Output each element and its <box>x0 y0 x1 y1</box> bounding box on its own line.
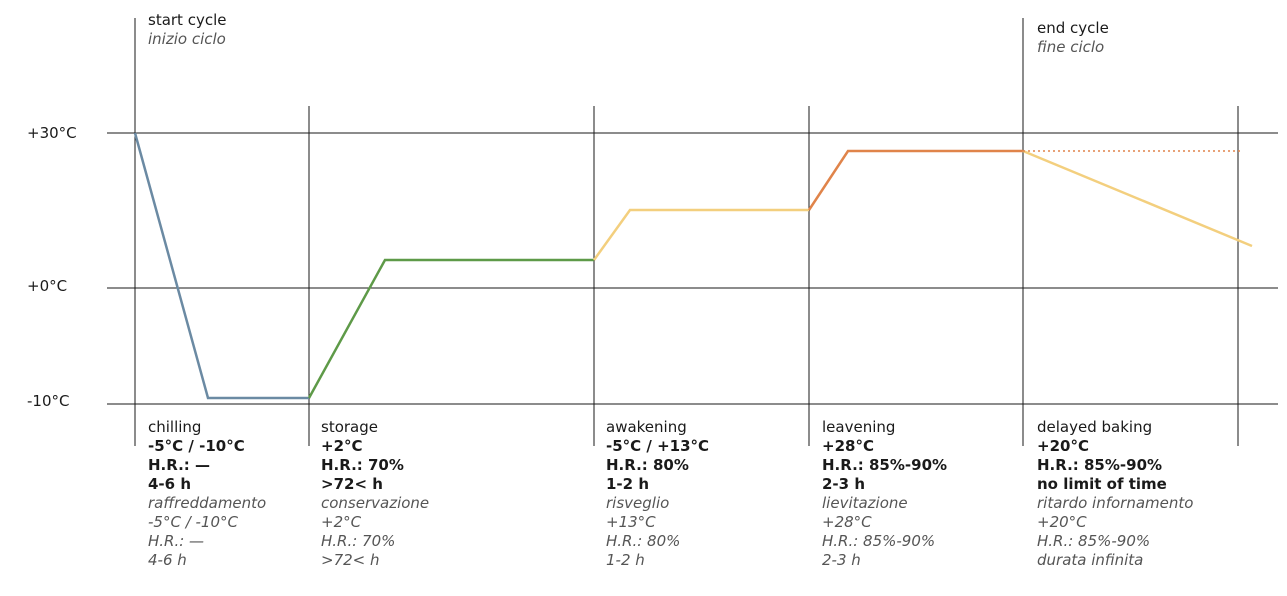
phase-temp: -5°C / +13°C <box>606 437 710 455</box>
phase-it-temp: +2°C <box>321 513 362 531</box>
phase-name: leavening <box>822 418 896 436</box>
phase-storage: storage +2°C H.R.: 70% >72< h conservazi… <box>321 418 429 570</box>
phase-it-temp: +13°C <box>606 513 656 531</box>
phase-time: no limit of time <box>1037 475 1167 493</box>
phase-it-name: ritardo infornamento <box>1037 494 1194 512</box>
phase-leavening: leavening +28°C H.R.: 85%-90% 2-3 h liev… <box>822 418 947 570</box>
y-label-minus10: -10°C <box>27 392 70 410</box>
phase-it-temp: +28°C <box>822 513 872 531</box>
phase-temp: +28°C <box>822 437 874 455</box>
phase-temp: +2°C <box>321 437 363 455</box>
phase-it-temp: -5°C / -10°C <box>148 513 238 531</box>
phase-hr: H.R.: 70% <box>321 456 404 474</box>
phase-it-name: lievitazione <box>822 494 908 512</box>
phase-time: 4-6 h <box>148 475 192 493</box>
segment-awakening <box>592 208 809 261</box>
phase-name: delayed baking <box>1037 418 1153 436</box>
phase-it-hr: H.R.: 85%-90% <box>822 532 936 550</box>
segment-chilling <box>133 132 309 400</box>
phase-time: 1-2 h <box>606 475 650 493</box>
phase-hr: H.R.: 85%-90% <box>822 456 948 474</box>
phase-name: storage <box>321 418 378 436</box>
end-cycle-subtitle: fine ciclo <box>1037 38 1105 56</box>
phase-it-time: 2-3 h <box>822 551 861 569</box>
y-label-zero: +0°C <box>27 277 68 295</box>
end-cycle-marker: end cycle fine ciclo <box>1037 19 1109 57</box>
phase-hr: H.R.: — <box>148 456 210 474</box>
start-cycle-marker: start cycle inizio ciclo <box>148 11 226 49</box>
phase-time: 2-3 h <box>822 475 866 493</box>
phase-it-time: durata infinita <box>1037 551 1144 569</box>
segment-delayed-baking <box>1022 149 1253 248</box>
phase-hr: H.R.: 85%-90% <box>1037 456 1163 474</box>
phase-name: awakening <box>606 418 687 436</box>
segment-leavening <box>807 149 1023 211</box>
phase-delayed-baking: delayed baking +20°C H.R.: 85%-90% no li… <box>1037 418 1193 570</box>
start-cycle-subtitle: inizio ciclo <box>148 30 226 48</box>
phase-it-name: conservazione <box>321 494 430 512</box>
phase-it-name: raffreddamento <box>148 494 267 512</box>
segment-storage <box>307 258 594 399</box>
phase-time: >72< h <box>321 475 383 493</box>
phase-name: chilling <box>148 418 202 436</box>
y-label-plus30: +30°C <box>27 124 77 142</box>
end-cycle-title: end cycle <box>1037 19 1109 37</box>
phase-it-temp: +20°C <box>1037 513 1087 531</box>
phase-it-time: 1-2 h <box>606 551 645 569</box>
phase-chilling: chilling -5°C / -10°C H.R.: — 4-6 h raff… <box>148 418 266 570</box>
phase-hr: H.R.: 80% <box>606 456 689 474</box>
start-cycle-title: start cycle <box>148 11 227 29</box>
phase-temp: +20°C <box>1037 437 1089 455</box>
phase-it-name: risveglio <box>606 494 670 512</box>
phase-it-hr: H.R.: 70% <box>321 532 396 550</box>
phase-it-time: 4-6 h <box>148 551 187 569</box>
phase-it-hr: H.R.: — <box>148 532 205 550</box>
phase-it-time: >72< h <box>321 551 380 569</box>
phase-temp: -5°C / -10°C <box>148 437 245 455</box>
phase-awakening: awakening -5°C / +13°C H.R.: 80% 1-2 h r… <box>606 418 709 570</box>
phase-it-hr: H.R.: 85%-90% <box>1037 532 1151 550</box>
phase-it-hr: H.R.: 80% <box>606 532 681 550</box>
